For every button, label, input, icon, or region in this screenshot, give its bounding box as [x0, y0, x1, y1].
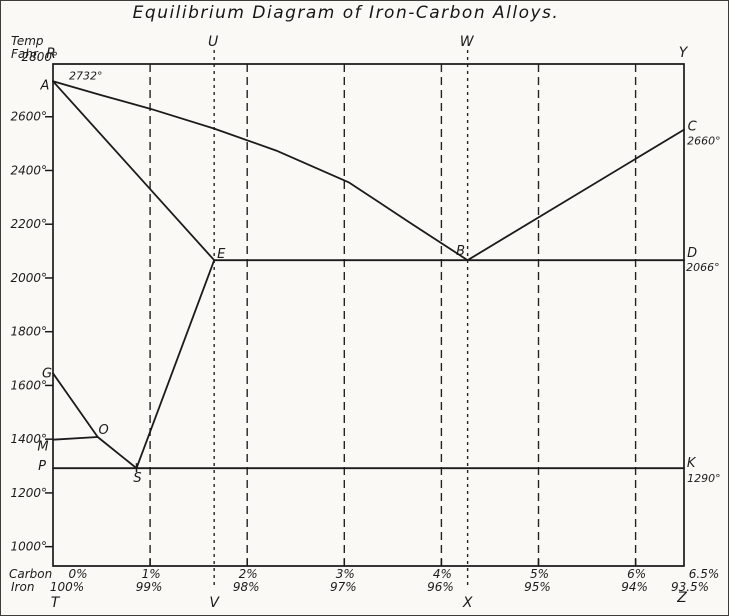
refline-top-label-U: U — [208, 34, 218, 50]
series-line-S-E — [135, 259, 216, 470]
corner-label-Z: Z — [676, 590, 687, 606]
iron-label-1pct: 99% — [136, 580, 163, 594]
y-tick-label-2200: 2200° — [10, 217, 47, 231]
corner-label-R: R — [46, 46, 56, 62]
point-annotation-D: 2066° — [686, 261, 720, 274]
series-liquidus-B-C — [466, 128, 685, 262]
y-tick-label-2800: 2800° — [21, 50, 58, 64]
corner-label-T: T — [51, 595, 61, 611]
iron-label-5pct: 95% — [524, 580, 551, 594]
point-label-E: E — [217, 247, 226, 262]
carbon-label-6pct: 6% — [627, 567, 646, 581]
refline-bottom-label-V: V — [209, 595, 220, 611]
carbon-label-2pct: 2% — [239, 567, 258, 581]
diagram-title: Equilibrium Diagram of Iron-Carbon Alloy… — [132, 3, 560, 23]
series-line-O-S — [96, 436, 138, 470]
x-axis-row1-label: Carbon — [9, 567, 52, 581]
point-label-G: G — [42, 366, 52, 381]
carbon-label-3pct: 3% — [336, 567, 355, 581]
refline-top-label-W: W — [460, 34, 475, 50]
y-axis-title-line1: Temp — [11, 34, 44, 48]
series-line-M-O — [52, 436, 99, 441]
series-line-G-O — [52, 372, 99, 438]
y-tick-label-1000: 1000° — [10, 540, 47, 554]
carbon-label-0pct: 0% — [68, 567, 87, 581]
series-liquidus-A-B — [52, 80, 469, 262]
series-solidus-A-E — [52, 80, 216, 262]
y-tick-label-1400: 1400° — [10, 432, 47, 446]
point-label-O: O — [99, 423, 109, 438]
chart-frame — [52, 63, 685, 567]
y-tick-label-1800: 1800° — [10, 325, 47, 339]
point-label-S: S — [133, 471, 141, 486]
carbon-label-1pct: 1% — [142, 567, 161, 581]
point-label-P: P — [38, 459, 46, 474]
point-annotation-A: 2732° — [69, 69, 103, 82]
y-tick-label-1200: 1200° — [10, 486, 47, 500]
y-tick-label-1600: 1600° — [10, 378, 47, 392]
iron-label-6.5pct: 93.5% — [671, 580, 709, 594]
point-label-C: C — [688, 120, 698, 135]
carbon-label-6.5pct: 6.5% — [689, 567, 720, 581]
refline-bottom-label-X: X — [462, 595, 473, 611]
point-label-D: D — [687, 246, 697, 261]
iron-label-2pct: 98% — [233, 580, 260, 594]
y-tick-label-2400: 2400° — [10, 163, 47, 177]
point-annotation-K: 1290° — [687, 472, 721, 485]
y-tick-label-2600: 2600° — [10, 110, 47, 124]
y-axis-title-line2: Fahr. — [11, 47, 41, 61]
corner-label-Y: Y — [679, 45, 689, 61]
y-tick-label-2000: 2000° — [10, 271, 47, 285]
iron-label-4pct: 96% — [427, 580, 454, 594]
carbon-label-5pct: 5% — [530, 567, 549, 581]
point-annotation-C: 2660° — [687, 135, 721, 148]
iron-label-3pct: 97% — [330, 580, 357, 594]
iron-label-0pct: 100% — [50, 580, 84, 594]
iron-label-6pct: 94% — [621, 580, 648, 594]
point-label-B: B — [456, 244, 465, 259]
carbon-label-4pct: 4% — [433, 567, 452, 581]
point-label-K: K — [687, 456, 697, 471]
point-label-M: M — [37, 440, 48, 455]
point-label-A: A — [40, 78, 50, 93]
x-axis-row2-label: Iron — [11, 580, 34, 594]
